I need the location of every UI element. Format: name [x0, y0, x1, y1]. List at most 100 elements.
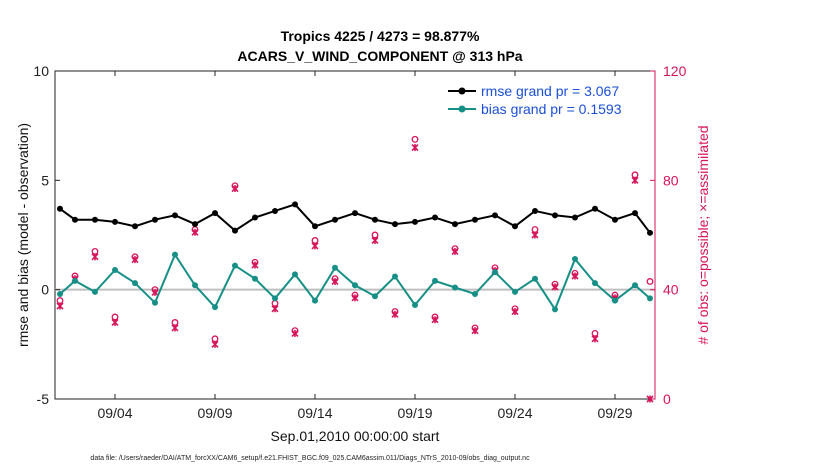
y-tick-label: 10 — [33, 63, 49, 79]
x-tick-label: 09/19 — [397, 405, 432, 421]
rmse-point — [392, 221, 398, 228]
bias-point — [232, 262, 238, 269]
rmse-point — [272, 207, 278, 214]
rmse-point — [312, 223, 318, 230]
rmse-point — [152, 216, 158, 223]
x-tick-label: 09/14 — [297, 405, 332, 421]
rmse-point — [352, 210, 358, 217]
plot-area — [54, 70, 656, 400]
obs-assimilated-marker — [56, 302, 64, 310]
obs-assimilated-marker — [431, 316, 439, 324]
obs-assimilated-marker — [646, 395, 654, 403]
rmse-point — [492, 212, 498, 219]
rmse-point — [472, 216, 478, 223]
rmse-point — [212, 210, 218, 217]
rmse-point — [372, 216, 378, 223]
x-tick-label: 09/09 — [197, 405, 232, 421]
rmse-point — [412, 218, 418, 225]
bias-point — [132, 280, 138, 287]
rmse-point — [532, 207, 538, 214]
obs-assimilated-marker — [171, 324, 179, 332]
obs-assimilated-marker — [391, 310, 399, 318]
obs-assimilated-marker — [531, 231, 539, 239]
x-tick-label: 09/24 — [497, 405, 532, 421]
rmse-point — [292, 201, 298, 208]
y-axis: -5 0 5 10 — [33, 63, 60, 407]
x-axis: 09/04 09/09 09/14 09/19 09/24 09/29 — [97, 71, 633, 421]
obs-assimilated-marker — [331, 277, 339, 286]
rmse-point — [612, 216, 618, 223]
bias-point — [552, 306, 558, 313]
obs-assimilated-marker — [451, 247, 459, 255]
bias-point — [352, 282, 358, 289]
obs-assimilated-marker — [511, 307, 519, 316]
chart-title-line2: ACARS_V_WIND_COMPONENT @ 313 hPa — [237, 48, 522, 64]
y2-axis: 0 40 80 120 — [650, 63, 687, 407]
rmse-point — [92, 216, 98, 223]
bias-point — [572, 256, 578, 263]
rmse-point — [647, 229, 653, 236]
rmse-point — [572, 214, 578, 221]
bias-point — [212, 304, 218, 311]
bias-point — [272, 295, 278, 302]
obs-possible-marker — [411, 135, 419, 143]
x-tick-label: 09/29 — [597, 405, 632, 421]
bias-point — [632, 282, 638, 289]
obs-assimilated-marker — [191, 228, 199, 236]
obs-assimilated-marker — [471, 327, 479, 335]
y-tick-label: 0 — [41, 282, 49, 298]
obs-assimilated-marker — [411, 143, 419, 152]
bias-point — [92, 288, 98, 295]
obs-assimilated-marker — [251, 261, 259, 269]
rmse-point — [632, 210, 638, 217]
bias-point — [412, 301, 418, 308]
rmse-point — [332, 216, 338, 223]
rmse-point — [172, 212, 178, 219]
legend-box — [444, 78, 649, 122]
bias-point — [312, 297, 318, 304]
rmse-point — [592, 205, 598, 212]
bias-point — [332, 264, 338, 271]
bias-point — [112, 266, 118, 273]
data-file-footnote: data file: /Users/raeder/DAI/ATM_forcXX/… — [90, 455, 530, 462]
bias-point — [152, 299, 158, 306]
bias-point — [292, 271, 298, 278]
legend-label-rmse: rmse grand pr = 3.067 — [481, 83, 619, 99]
obs-assimilated-marker — [371, 236, 379, 245]
rmse-point — [192, 221, 198, 228]
obs-assimilated-marker — [151, 288, 159, 296]
rmse-point — [232, 227, 238, 234]
obs-assimilated-marker — [211, 340, 219, 348]
rmse-point — [552, 212, 558, 219]
bias-point — [452, 284, 458, 291]
y2-tick-label: 40 — [663, 282, 679, 298]
bias-point — [57, 291, 63, 298]
legend-marker-bias — [458, 105, 466, 113]
obs-assimilated-marker — [91, 253, 99, 261]
bias-point — [472, 291, 478, 298]
bias-point — [532, 275, 538, 282]
rmse-point — [452, 221, 458, 228]
obs-assimilated-marker — [351, 294, 359, 302]
rmse-point — [112, 218, 118, 225]
bias-point — [612, 297, 618, 304]
obs-assimilated-marker — [271, 305, 279, 313]
y2-tick-label: 120 — [663, 63, 687, 79]
rmse-point — [252, 214, 258, 221]
obs-assimilated-marker — [591, 335, 599, 343]
bias-point — [192, 282, 198, 289]
x-tick-label: 09/04 — [97, 405, 132, 421]
obs-assimilated-marker — [131, 256, 139, 264]
y-tick-label: -5 — [37, 391, 50, 407]
obs-possible-marker — [646, 278, 654, 285]
obs-assimilated-marker — [631, 176, 639, 184]
rmse-point — [432, 214, 438, 221]
rmse-point — [132, 223, 138, 230]
bias-point — [512, 288, 518, 295]
y-tick-label: 5 — [41, 172, 49, 188]
chart-title-line1: Tropics 4225 / 4273 = 98.877% — [281, 28, 480, 44]
obs-assimilated-marker — [291, 329, 299, 337]
bias-point — [172, 251, 178, 258]
obs-assimilated-marker — [231, 184, 239, 193]
rmse-point — [512, 223, 518, 230]
